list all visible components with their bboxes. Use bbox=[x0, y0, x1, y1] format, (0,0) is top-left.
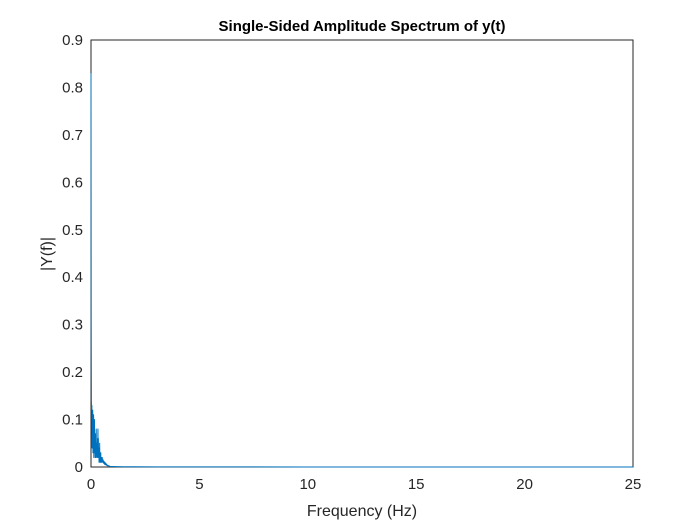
y-tick-label: 0.1 bbox=[62, 412, 83, 429]
y-tick-label: 0.5 bbox=[62, 222, 83, 239]
x-tick-label: 5 bbox=[195, 476, 203, 493]
x-tick-label: 0 bbox=[87, 476, 95, 493]
y-tick-label: 0.8 bbox=[62, 79, 83, 96]
x-tick-label: 25 bbox=[625, 476, 642, 493]
x-tick-label: 15 bbox=[408, 476, 425, 493]
y-axis-label: |Y(f)| bbox=[39, 237, 56, 271]
x-axis-label: Frequency (Hz) bbox=[307, 503, 417, 520]
series-line bbox=[90, 73, 633, 468]
y-tick-label: 0 bbox=[75, 459, 83, 476]
y-tick-label: 0.7 bbox=[62, 127, 83, 144]
chart-title: Single-Sided Amplitude Spectrum of y(t) bbox=[219, 18, 506, 35]
y-tick-label: 0.6 bbox=[62, 174, 83, 191]
plot-area bbox=[90, 39, 634, 468]
y-tick-label: 0.2 bbox=[62, 364, 83, 381]
y-tick-label: 0.4 bbox=[62, 269, 83, 286]
axes-box bbox=[90, 39, 634, 468]
y-tick-label: 0.3 bbox=[62, 317, 83, 334]
y-tick-label: 0.9 bbox=[62, 32, 83, 49]
x-tick-label: 10 bbox=[299, 476, 316, 493]
x-tick-label: 20 bbox=[516, 476, 533, 493]
